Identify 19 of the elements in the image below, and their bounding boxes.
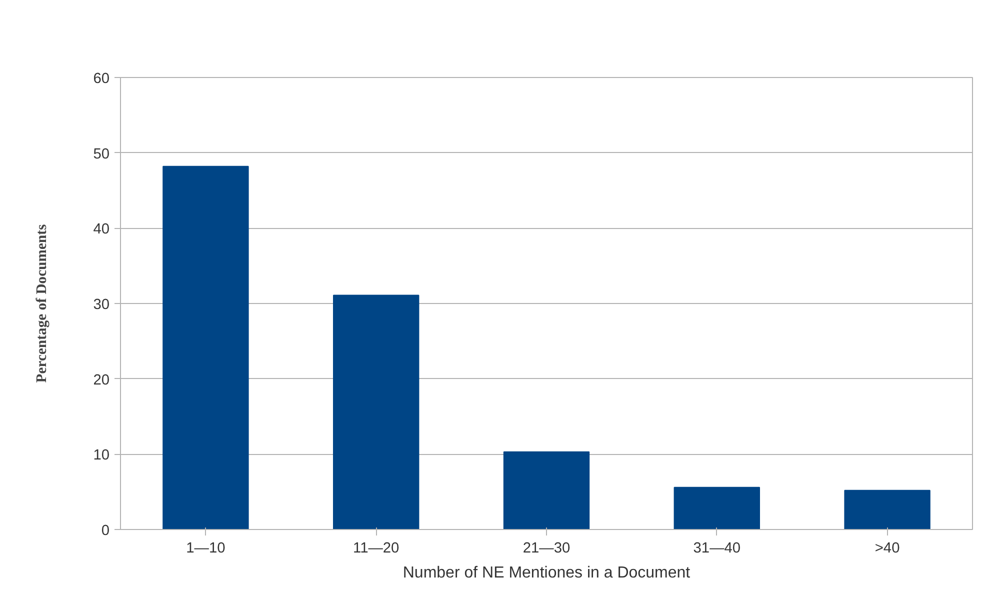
y-tick-label: 10 <box>93 448 110 464</box>
x-axis-title: Number of NE Mentiones in a Document <box>402 564 691 582</box>
y-tick-label: 0 <box>101 523 110 539</box>
bar <box>503 451 590 530</box>
x-tick-label: >40 <box>874 540 900 556</box>
y-tick-label: 40 <box>93 222 110 238</box>
y-tick-label: 30 <box>93 297 110 313</box>
bar <box>333 294 420 530</box>
y-tick-label: 60 <box>93 71 110 87</box>
bar <box>674 486 760 530</box>
bar <box>844 490 930 530</box>
x-tick-label: 1—10 <box>186 540 226 556</box>
x-tick-label: 11—20 <box>353 540 400 556</box>
y-tick-label: 20 <box>93 372 110 388</box>
x-tick-label: 21—30 <box>522 540 570 556</box>
bar <box>162 166 249 530</box>
y-tick-label: 50 <box>93 146 110 162</box>
y-axis-title: Percentage of Documents <box>34 224 50 383</box>
x-tick-label: 31—40 <box>693 540 741 556</box>
